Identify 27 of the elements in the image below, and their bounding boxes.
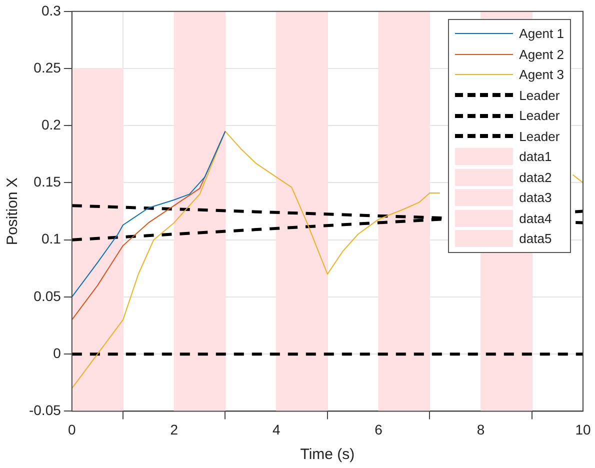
y-tick-label: 0.25 [34, 59, 62, 76]
legend-label: Agent 3 [519, 67, 564, 82]
legend-label: data1 [519, 149, 552, 164]
y-tick-label: -0.05 [28, 402, 62, 418]
y-tick-label: 0.2 [41, 116, 62, 132]
y-tick-label: 0.1 [41, 230, 62, 247]
x-tick-label: 4 [272, 421, 280, 438]
x-axis-title: Time (s) [300, 446, 355, 464]
legend-label: Leader [519, 88, 560, 103]
legend-label: data5 [519, 231, 552, 246]
y-tick-label: 0.15 [34, 174, 62, 190]
x-tick-label: 8 [476, 421, 485, 438]
y-tick-label: 0 [53, 344, 62, 361]
x-tick-label: 10 [575, 421, 591, 438]
legend-label: Leader [519, 108, 560, 124]
y-tick-label: 0.05 [34, 288, 62, 304]
legend-label: Leader [519, 128, 560, 144]
legend-label: data2 [519, 170, 552, 185]
legend-label: Agent 2 [519, 46, 564, 62]
x-tick-label: 6 [374, 421, 383, 438]
legend-label: data3 [519, 190, 552, 206]
legend-label: data4 [519, 210, 552, 226]
legend-label: Agent 1 [519, 26, 564, 42]
y-tick-label: 0.3 [41, 2, 62, 18]
x-tick-label: 2 [170, 421, 178, 438]
y-axis-title: Position X [4, 178, 22, 246]
x-tick-label: 0 [68, 421, 76, 438]
